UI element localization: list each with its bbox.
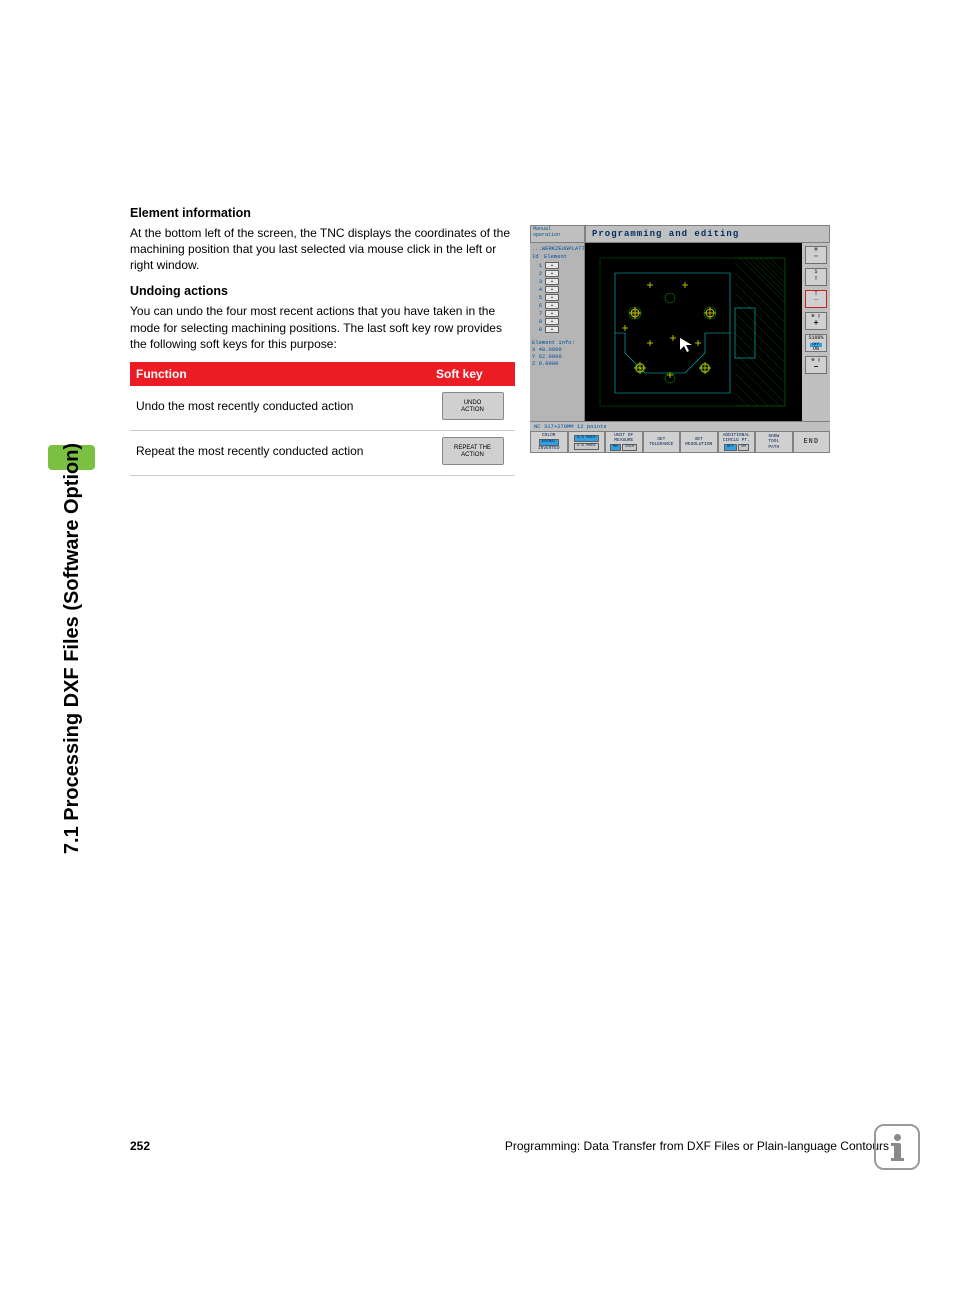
- element-info-block: Element info: X 40.0000 Y 62.0000 Z 0.00…: [532, 339, 582, 368]
- list-item: 6+: [532, 302, 582, 309]
- section1-heading: Element information: [130, 205, 515, 222]
- sidebar-tab: 7.1 Processing DXF Files (Software Optio…: [55, 195, 90, 660]
- footer-text: Programming: Data Transfer from DXF File…: [505, 1139, 889, 1153]
- dxf-drawing: [585, 243, 802, 421]
- side-btn-s[interactable]: S▯: [805, 268, 827, 286]
- section2-body: You can undo the four most recent action…: [130, 303, 515, 352]
- sidebar-label: 7.1 Processing DXF Files (Software Optio…: [61, 443, 84, 854]
- table-row: Repeat the most recently conducted actio…: [130, 431, 515, 476]
- section1-body: At the bottom left of the screen, the TN…: [130, 225, 515, 274]
- cnc-screenshot: Manualoperation Programming and editing …: [530, 225, 830, 453]
- cnc-left-panel: ...WERKZEUGPLATTE >> Id Element 1+ 2+ 3+…: [530, 243, 585, 421]
- side-btn-plus[interactable]: ⊕ ▯+: [805, 312, 827, 330]
- list-item: 9+: [532, 326, 582, 333]
- page-number: 252: [130, 1139, 150, 1153]
- list-item: 4+: [532, 286, 582, 293]
- side-btn-t[interactable]: T⟷: [805, 290, 827, 308]
- th-softkey: Soft key: [430, 362, 515, 386]
- info-icon: [874, 1124, 920, 1170]
- function-table: Function Soft key Undo the most recently…: [130, 362, 515, 476]
- sk-tolerance[interactable]: SET TOLERANCE: [643, 431, 681, 453]
- sk-circlept[interactable]: ADDITIONAL CIRCLE PT. OFFON: [718, 431, 756, 453]
- section2-heading: Undoing actions: [130, 283, 515, 300]
- side-btn-s100[interactable]: S100%OFF ON: [805, 334, 827, 352]
- softkey-repeat[interactable]: REPEAT THE ACTION: [442, 437, 504, 465]
- softkey-undo[interactable]: UNDO ACTION: [442, 392, 504, 420]
- cnc-title: Programming and editing: [585, 225, 830, 243]
- cnc-right-toolbar: M▭ S▯ T⟷ ⊕ ▯+ S100%OFF ON ⊕ ▯−: [802, 243, 830, 421]
- list-item: 3+: [532, 278, 582, 285]
- cnc-statusbar: NC 317+270MM 12 points: [530, 421, 830, 431]
- list-item: 7+: [532, 310, 582, 317]
- page-footer: 252 Programming: Data Transfer from DXF …: [130, 1139, 889, 1153]
- cnc-filename: ...WERKZEUGPLATTE >>: [532, 245, 582, 252]
- side-btn-m[interactable]: M▭: [805, 246, 827, 264]
- list-item: 2+: [532, 270, 582, 277]
- table-row: Undo the most recently conducted action …: [130, 386, 515, 431]
- sk-toolpath[interactable]: SHOW TOOL PATH: [755, 431, 793, 453]
- cnc-softkey-row: COLOR NORMAL INVERTED 3-D MODE 2-D MODE …: [530, 431, 830, 453]
- list-item: 8+: [532, 318, 582, 325]
- side-btn-minus[interactable]: ⊕ ▯−: [805, 356, 827, 374]
- sk-resolution[interactable]: SET RESOLUTION: [680, 431, 718, 453]
- sk-end[interactable]: END: [793, 431, 831, 453]
- cnc-graphics-view[interactable]: [585, 243, 802, 421]
- th-function: Function: [130, 362, 430, 386]
- sk-unit[interactable]: UNIT OF MEASURE MMINCH: [605, 431, 643, 453]
- list-item: 1+: [532, 262, 582, 269]
- main-content: Element information At the bottom left o…: [130, 205, 515, 476]
- cell-func: Undo the most recently conducted action: [130, 386, 430, 431]
- cnc-mode-indicator: Manualoperation: [530, 225, 585, 243]
- cell-func: Repeat the most recently conducted actio…: [130, 431, 430, 476]
- sk-3dmode[interactable]: 3-D MODE 2-D MODE: [568, 431, 606, 453]
- sk-color[interactable]: COLOR NORMAL INVERTED: [530, 431, 568, 453]
- list-item: 5+: [532, 294, 582, 301]
